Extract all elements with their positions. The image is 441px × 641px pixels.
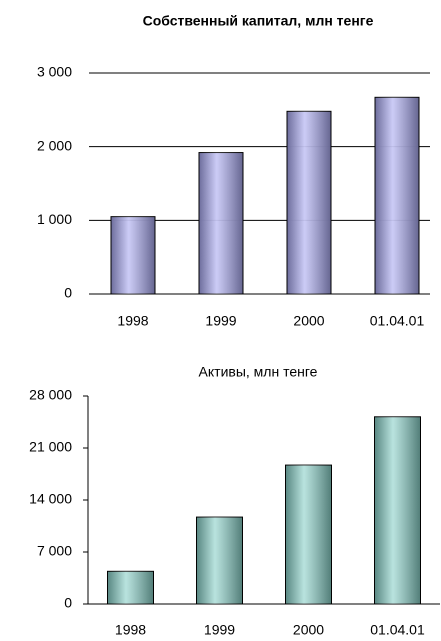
y-tick-label: 2 000 [37,137,72,153]
chart-title: Активы, млн тенге [199,364,318,380]
y-tick-label: 21 000 [29,439,72,455]
y-tick-label: 0 [64,595,72,611]
y-tick-label: 0 [64,285,72,301]
y-tick-label: 28 000 [29,387,72,403]
x-tick-label: 1999 [204,622,235,638]
y-tick-label: 3 000 [37,64,72,80]
bar [107,570,154,605]
bar [110,216,156,295]
x-tick-label: 2000 [293,313,324,329]
x-tick-label: 2000 [293,622,324,638]
bar [198,152,244,295]
y-tick-label: 7 000 [37,543,72,559]
x-tick-label: 01.04.01 [370,313,425,329]
bar [196,516,243,605]
bar [374,96,420,295]
y-tick-label: 1 000 [37,211,72,227]
bar [374,416,421,605]
bar [286,110,332,295]
x-tick-label: 1998 [117,313,148,329]
x-tick-label: 1998 [115,622,146,638]
x-tick-label: 01.04.01 [370,622,425,638]
y-tick-label: 14 000 [29,491,72,507]
x-tick-label: 1999 [205,313,236,329]
chart-title: Собственный капитал, млн тенге [143,13,374,29]
bar [285,464,332,605]
